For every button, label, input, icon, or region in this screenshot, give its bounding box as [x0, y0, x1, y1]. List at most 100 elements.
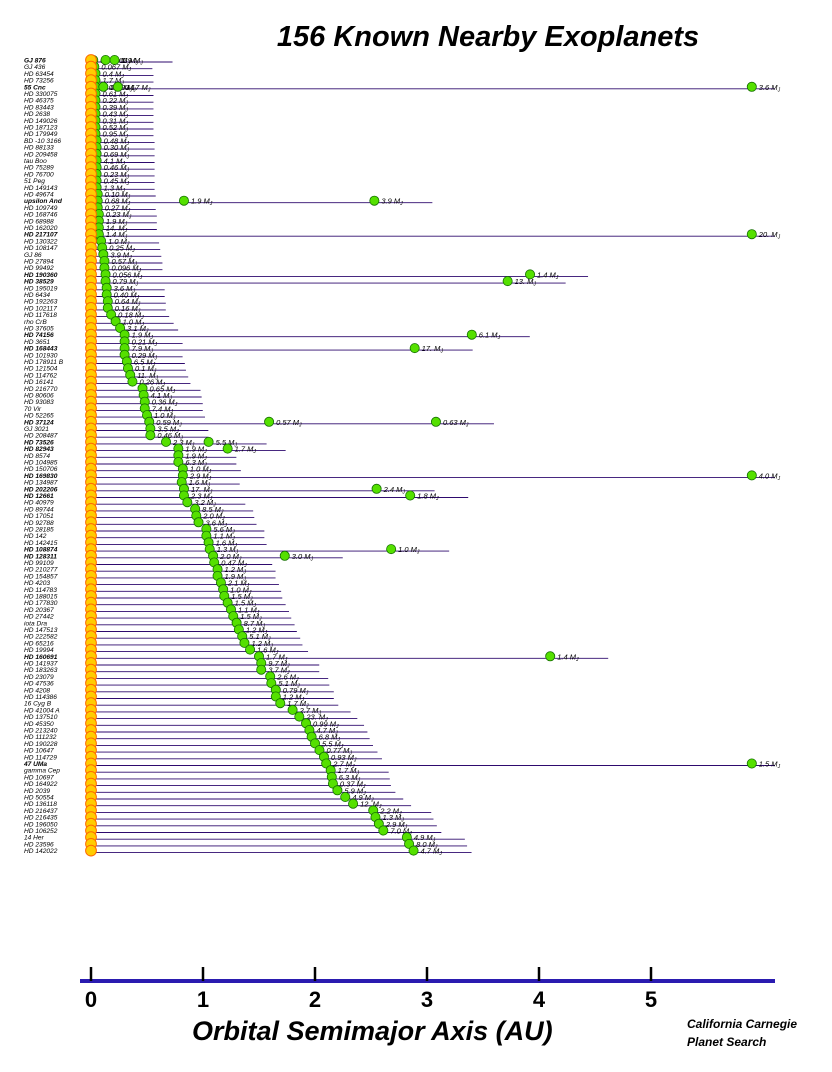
star-name: HD 150706: [24, 466, 58, 473]
x-axis-label: Orbital Semimajor Axis (AU): [192, 1016, 553, 1046]
star-row: HD 217107 1.4 MJ 20. MJ: [24, 229, 781, 241]
planet-mass-label: 1.7 MJ: [235, 445, 257, 456]
planet-marker: [746, 229, 757, 240]
star-row: HD 190360 0.056 MJ 1.4 MJ: [24, 269, 589, 281]
star-name: rho CrB: [24, 319, 47, 326]
star-name: HD 41004 A: [24, 707, 60, 714]
planet-marker: [746, 758, 757, 769]
star-name: 70 Vir: [24, 406, 42, 413]
star-row: HD 73526 2.3 MJ 5.5 MJ: [24, 436, 267, 449]
star-name: HD 330075: [24, 91, 58, 98]
star-name: HD 160691: [24, 654, 58, 661]
planet-mass-label: 0.65 MJ: [150, 384, 176, 395]
planet-mass-label: 0.25 MJ: [109, 244, 135, 255]
planet-mass-label: 5.5 MJ: [216, 438, 238, 449]
planet-mass-label: 0.57 MJ: [111, 257, 137, 268]
planet-marker: [369, 195, 380, 206]
planet-mass-label: 8.0 MJ: [416, 840, 438, 851]
star-name: GJ 86: [24, 252, 42, 259]
planet-mass-label: 1.3 MJ: [382, 813, 404, 824]
x-tick-label: 3: [421, 987, 433, 1012]
star-row: HD 208487 0.46 MJ: [24, 430, 209, 442]
planet-mass-label: 1.1 MJ: [213, 532, 235, 543]
planet-marker: [264, 416, 275, 427]
planet-mass-label: 2.9 MJ: [385, 820, 408, 831]
star-name: HD 195019: [24, 285, 58, 292]
planet-mass-label: 5.9 MJ: [344, 786, 366, 797]
star-name: 51 Peg: [24, 178, 45, 185]
x-axis: 0 1 2 3 4 5: [80, 967, 775, 1012]
star-name: HD 142022: [24, 848, 58, 855]
planet-mass-label: 0.21 MJ: [132, 337, 158, 348]
planet-mass-label: 0.61 MJ: [102, 90, 128, 101]
planet-mass-label: 5.6 MJ: [213, 525, 235, 536]
planet-marker: [161, 436, 172, 447]
star-name: HD 37124: [24, 419, 54, 426]
star-name: HD 2039: [24, 788, 50, 795]
star-name: HD 183263: [24, 667, 58, 674]
planet-mass-label: 4.0 MJ: [759, 471, 781, 482]
star-name: HD 178911 B: [24, 359, 64, 366]
planet-mass-label: 1.1 MJ: [238, 605, 260, 616]
star-name: HD 128311: [24, 553, 57, 560]
x-tick-label: 2: [309, 987, 321, 1012]
planet-mass-label: 14. MJ: [106, 224, 128, 235]
star-name: HD 168443: [24, 346, 58, 353]
star-name: HD 47536: [24, 681, 54, 688]
planet-marker: [287, 704, 298, 715]
star-name: HD 149026: [24, 118, 58, 125]
planet-mass-label: 0.4 MJ: [102, 69, 124, 80]
credit-line-1: California Carnegie: [687, 1017, 797, 1031]
star-name: HD 216437: [24, 808, 58, 815]
planet-mass-label: 2.3 MJ: [190, 492, 213, 503]
star-name: HD 130322: [24, 238, 58, 245]
planet-mass-label: 4.9 MJ: [352, 793, 374, 804]
planet-mass-label: 3.9 MJ: [381, 197, 403, 208]
planet-mass-label: 1.6 MJ: [257, 646, 279, 657]
planet-mass-label: 5.5 MJ: [322, 739, 344, 750]
star-name: GJ 3021: [24, 426, 49, 433]
star-name: HD 216435: [24, 815, 58, 822]
planet-mass-label: 1.5 MJ: [231, 592, 253, 603]
planet-mass-label: 0.46 MJ: [104, 163, 130, 174]
star-name: HD 168746: [24, 212, 58, 219]
planet-marker: [98, 81, 109, 92]
star-name: HD 210277: [24, 567, 58, 574]
planet-mass-label: 0.16 MJ: [115, 304, 141, 315]
star-name: HD 74156: [24, 332, 54, 339]
star-name: HD 3651: [24, 339, 50, 346]
planet-marker: [545, 651, 556, 662]
star-name: 47 UMa: [23, 761, 47, 768]
planet-mass-label: 13. MJ: [515, 277, 537, 288]
star-name: HD 93083: [24, 399, 54, 406]
planet-mass-label: 0.27 MJ: [105, 203, 131, 214]
planet-marker: [245, 644, 256, 655]
star-row: HD 3651 0.21 MJ: [24, 336, 183, 348]
planet-mass-label: 1.0 MJ: [123, 317, 145, 328]
star-name: HD 114783: [24, 587, 57, 594]
star-row: HD 136118 12. MJ: [24, 798, 412, 810]
planet-mass-label: 1.7 MJ: [102, 76, 124, 87]
star-name: HD 23079: [24, 674, 54, 681]
star-row: iota Dra 8.7 MJ: [24, 617, 295, 629]
star-row: HD 93083 0.36 MJ: [24, 396, 203, 408]
star-name: HD 106252: [24, 828, 58, 835]
planet-mass-label: 0.23 MJ: [104, 170, 130, 181]
planet-mass-label: 0.31 MJ: [102, 116, 128, 127]
chart-title: 156 Known Nearby Exoplanets: [277, 21, 699, 53]
star-name: HD 190228: [24, 741, 58, 748]
planet-mass-label: 0.99 MJ: [110, 83, 136, 94]
planet-mass-label: 1.4 MJ: [106, 230, 128, 241]
planet-mass-label: 1.5 MJ: [235, 599, 257, 610]
planet-mass-label: 1.0 MJ: [190, 465, 212, 476]
planet-marker: [386, 544, 397, 555]
planet-mass-label: 0.23 MJ: [106, 210, 132, 221]
star-name: HD 92788: [24, 520, 54, 527]
planet-mass-label: 3.1 MJ: [127, 324, 149, 335]
planet-mass-label: 0.43 MJ: [102, 110, 128, 121]
star-name: HD 134987: [24, 480, 58, 487]
planet-marker: [409, 343, 420, 354]
planet-mass-label: 3.2 MJ: [194, 498, 216, 509]
planet-mass-label: 6.1 MJ: [479, 331, 501, 342]
